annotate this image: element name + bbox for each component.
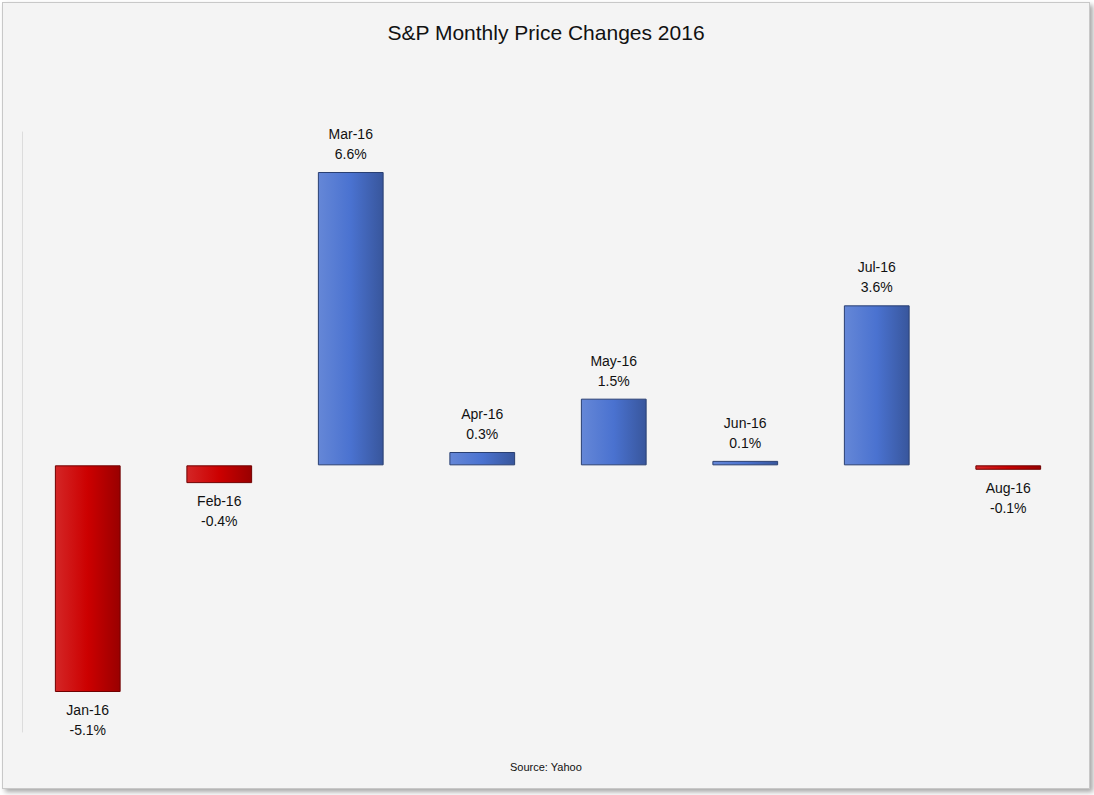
svg-text:-0.4%: -0.4% <box>201 513 238 529</box>
svg-text:S&P Monthly Price Changes 2016: S&P Monthly Price Changes 2016 <box>387 21 704 44</box>
svg-text:-5.1%: -5.1% <box>69 722 106 738</box>
svg-text:6.6%: 6.6% <box>335 146 367 162</box>
svg-text:Jul-16: Jul-16 <box>858 259 896 275</box>
svg-text:Aug-16: Aug-16 <box>986 480 1031 496</box>
svg-text:3.6%: 3.6% <box>861 279 893 295</box>
svg-text:Source: Yahoo: Source: Yahoo <box>510 761 582 773</box>
svg-text:Jan-16: Jan-16 <box>66 702 109 718</box>
svg-text:May-16: May-16 <box>590 353 637 369</box>
svg-text:0.3%: 0.3% <box>466 426 498 442</box>
svg-text:Apr-16: Apr-16 <box>461 406 503 422</box>
svg-text:Feb-16: Feb-16 <box>197 493 242 509</box>
svg-text:0.1%: 0.1% <box>729 435 761 451</box>
svg-text:Mar-16: Mar-16 <box>329 126 374 142</box>
svg-text:Jun-16: Jun-16 <box>724 415 767 431</box>
svg-text:-0.1%: -0.1% <box>990 500 1027 516</box>
svg-text:1.5%: 1.5% <box>598 373 630 389</box>
